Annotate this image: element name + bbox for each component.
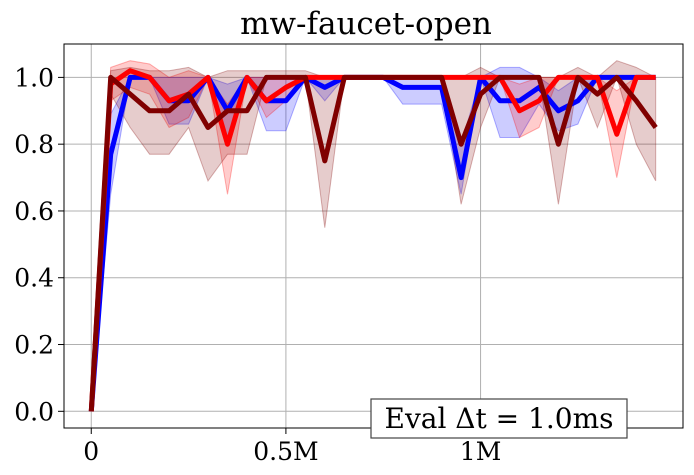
series-2-line: [88, 74, 658, 412]
x-tick-label-0: 0: [83, 437, 99, 466]
axis-ticks: 0.0 0.2 0.4 0.6 0.8 1.0 0 0.5M 1M: [14, 63, 501, 466]
annotation-text: Eval Δt = 1.0ms: [385, 402, 614, 435]
chart-title: mw-faucet-open: [240, 6, 492, 42]
x-tick-label-2: 1M: [460, 437, 502, 466]
y-tick-label-4: 0.8: [14, 130, 54, 159]
y-tick-label-1: 0.2: [14, 331, 54, 360]
y-tick-label-2: 0.4: [14, 264, 54, 293]
annotation-box: Eval Δt = 1.0ms: [370, 398, 628, 439]
y-tick-label-5: 1.0: [14, 63, 54, 92]
y-tick-label-0: 0.0: [14, 397, 54, 426]
x-tick-label-1: 0.5M: [253, 437, 318, 466]
y-tick-label-3: 0.6: [14, 197, 54, 226]
series-lines: [88, 68, 658, 412]
